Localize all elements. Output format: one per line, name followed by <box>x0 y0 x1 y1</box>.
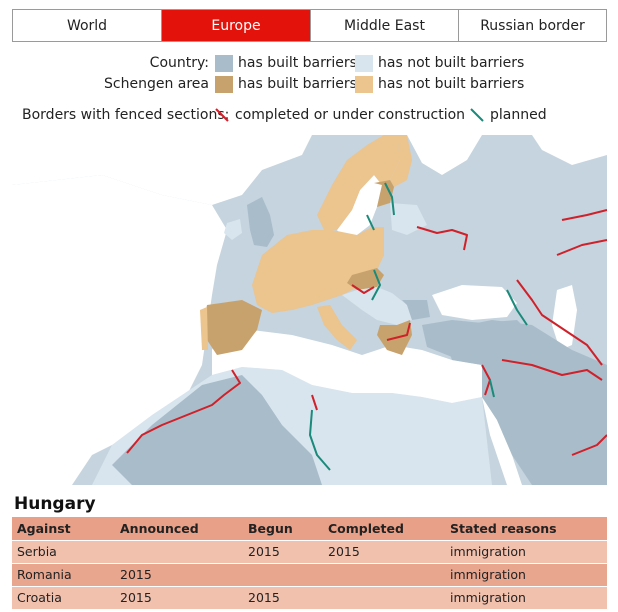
scandinavia <box>317 135 400 230</box>
tab-russian-border[interactable]: Russian border <box>459 10 606 41</box>
planned-line-icon <box>470 108 484 122</box>
col-announced: Announced <box>115 517 243 540</box>
cell-against: Romania <box>12 562 115 586</box>
cell-reasons: immigration <box>445 585 607 609</box>
swatch-schengen-not-built <box>355 75 373 93</box>
legend-country-label: Country: <box>149 55 209 71</box>
finland <box>384 135 412 187</box>
sea-red <box>482 397 522 485</box>
europe-map <box>12 135 607 485</box>
balkans <box>342 287 412 325</box>
sea-north <box>12 135 312 205</box>
baltics <box>374 180 394 207</box>
cell-against: Croatia <box>12 585 115 609</box>
great-britain <box>247 197 274 247</box>
legend-completed: completed or under construction <box>235 107 466 123</box>
cell-reasons: immigration <box>445 562 607 586</box>
completed-fences <box>126 209 607 456</box>
cell-begun: 2015 <box>243 539 323 563</box>
country-title: Hungary <box>14 494 96 514</box>
table-row: Romania 2015 immigration <box>12 562 607 586</box>
cell-announced: 2015 <box>115 562 243 586</box>
col-against: Against <box>12 517 115 540</box>
legend-schengen-built: has built barriers <box>238 76 357 92</box>
tab-europe[interactable]: Europe <box>162 10 311 41</box>
barriers-table: Against Announced Begun Completed Stated… <box>12 517 607 609</box>
cell-against: Serbia <box>12 539 115 563</box>
middle-east <box>442 320 607 485</box>
bulgaria <box>402 300 430 320</box>
table-header-row: Against Announced Begun Completed Stated… <box>12 517 607 540</box>
sea-mediterranean <box>212 330 492 403</box>
col-begun: Begun <box>243 517 323 540</box>
swatch-country-built <box>215 54 233 72</box>
col-stated-reasons: Stated reasons <box>445 517 607 540</box>
turkey <box>422 320 532 357</box>
western-europe <box>252 227 384 313</box>
tab-middle-east[interactable]: Middle East <box>311 10 459 41</box>
swatch-schengen-built <box>215 75 233 93</box>
table-row: Croatia 2015 2015 immigration <box>12 585 607 609</box>
legend-schengen-not-built: has not built barriers <box>378 76 525 92</box>
cell-completed <box>323 585 445 609</box>
cell-reasons: immigration <box>445 539 607 563</box>
swatch-country-not-built <box>355 54 373 72</box>
legend-country-built: has built barriers <box>238 55 357 71</box>
region-tabs: World Europe Middle East Russian border <box>12 9 607 42</box>
italy <box>317 305 357 350</box>
legend-schengen-label: Schengen area <box>104 76 209 92</box>
map-svg <box>12 135 607 485</box>
iberia <box>204 300 262 355</box>
sea-barents <box>532 135 607 165</box>
algeria-morocco <box>112 375 322 485</box>
tab-world[interactable]: World <box>13 10 162 41</box>
completed-line-icon <box>215 108 229 122</box>
planned-fences <box>309 182 528 471</box>
cell-completed: 2015 <box>323 539 445 563</box>
legend-planned: planned <box>490 107 547 123</box>
col-completed: Completed <box>323 517 445 540</box>
cell-begun <box>243 562 323 586</box>
cell-completed <box>323 562 445 586</box>
cell-begun: 2015 <box>243 585 323 609</box>
sea-white <box>407 135 482 175</box>
table-row: Serbia 2015 2015 immigration <box>12 539 607 563</box>
cell-announced <box>115 539 243 563</box>
legend-country-not-built: has not built barriers <box>378 55 525 71</box>
ireland <box>224 219 242 240</box>
portugal <box>200 307 208 350</box>
cell-announced: 2015 <box>115 585 243 609</box>
legend-borders-label: Borders with fenced sections: <box>22 107 230 123</box>
sea-black <box>432 285 517 320</box>
